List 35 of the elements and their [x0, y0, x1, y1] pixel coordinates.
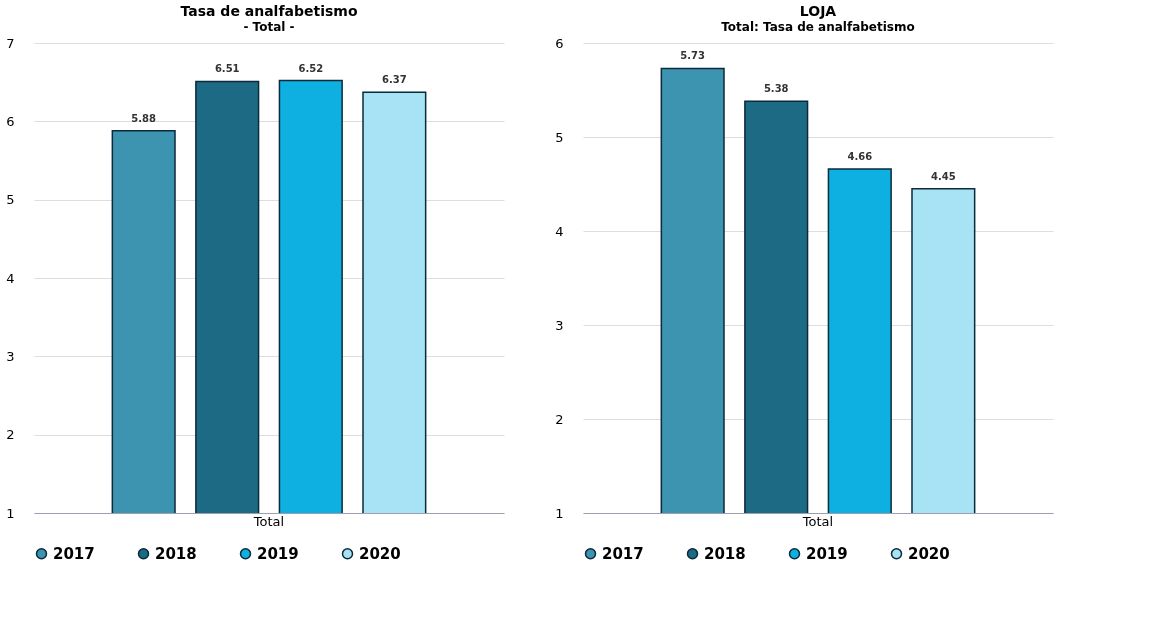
y-tick-label: 3	[6, 348, 15, 364]
data-label: 6.37	[381, 74, 407, 86]
y-tick-label: 1	[555, 505, 564, 521]
y-tick-label: 2	[6, 427, 15, 443]
y-tick-label: 4	[6, 270, 15, 286]
y-tick-label: 4	[555, 223, 564, 239]
data-label: 4.45	[930, 170, 956, 182]
data-label: 4.66	[847, 150, 873, 162]
legend-label: 2018	[155, 544, 197, 563]
x-tick-label: Total	[801, 513, 834, 529]
legend-label: 2019	[806, 544, 848, 563]
y-tick-label: 3	[555, 317, 564, 333]
legend-label: 2020	[908, 544, 950, 563]
y-tick-label: 6	[6, 113, 15, 129]
legend-label: 2018	[704, 544, 746, 563]
chart-title: Tasa de analfabetismo	[180, 3, 358, 19]
y-tick-label: 5	[555, 129, 564, 145]
legend-label: 2019	[257, 544, 299, 563]
y-tick-label: 7	[6, 35, 15, 51]
data-label: 5.38	[763, 83, 789, 95]
legend-label: 2017	[602, 544, 644, 563]
y-tick-label: 5	[6, 192, 15, 208]
y-tick-label: 2	[555, 411, 564, 427]
y-tick-label: 6	[555, 35, 564, 51]
chart-title: LOJA	[799, 3, 837, 19]
data-label: 5.88	[131, 112, 157, 124]
chart-subtitle: - Total -	[243, 20, 295, 34]
data-label: 6.51	[214, 63, 240, 75]
chart-subtitle: Total: Tasa de analfabetismo	[721, 20, 915, 34]
data-label: 6.52	[298, 62, 324, 74]
y-tick-label: 1	[6, 505, 15, 521]
legend-label: 2020	[359, 544, 401, 563]
data-label: 5.73	[680, 50, 706, 62]
x-tick-label: Total	[252, 513, 285, 529]
legend-label: 2017	[53, 544, 95, 563]
